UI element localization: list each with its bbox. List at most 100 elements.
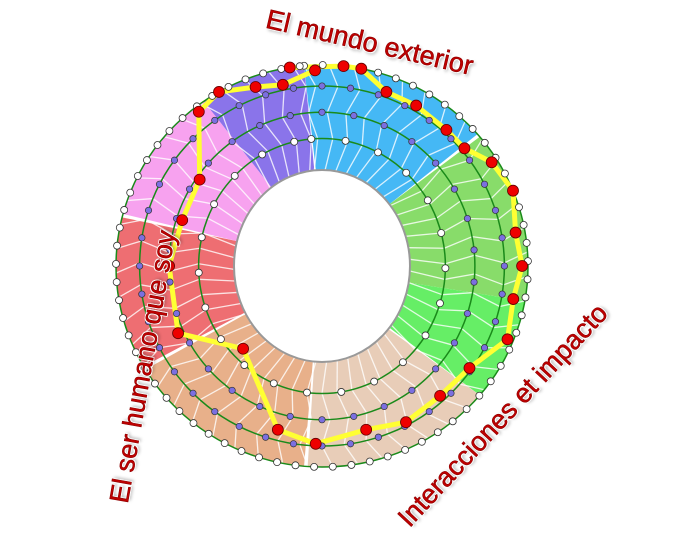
outer-node [311, 463, 318, 470]
outer-node [441, 101, 448, 108]
purple-node [319, 417, 325, 423]
purple-node [375, 434, 381, 440]
outer-node [296, 63, 303, 70]
inner-node [422, 332, 429, 339]
purple-node [347, 85, 353, 91]
outer-node [113, 279, 120, 286]
outer-node [366, 458, 373, 465]
purple-node [451, 186, 457, 192]
purple-node [186, 340, 192, 346]
outer-node [125, 332, 132, 339]
purple-node [236, 102, 242, 108]
outer-node [518, 312, 525, 319]
red-node [272, 424, 283, 435]
outer-node [384, 453, 391, 460]
purple-node [171, 157, 177, 163]
inner-node [241, 362, 248, 369]
red-node [400, 417, 411, 428]
outer-node [225, 83, 232, 90]
outer-node [497, 362, 504, 369]
outer-node [143, 157, 150, 164]
inner-node [195, 269, 202, 276]
purple-node [136, 263, 142, 269]
outer-node [127, 189, 134, 196]
inner-node [442, 265, 449, 272]
outer-node [402, 446, 409, 453]
purple-node [432, 366, 438, 372]
purple-node [381, 122, 387, 128]
purple-node [426, 408, 432, 414]
purple-node [471, 247, 477, 253]
red-node [284, 62, 295, 73]
red-node [510, 227, 521, 238]
red-node [459, 143, 470, 154]
outer-node [426, 91, 433, 98]
purple-node [229, 138, 235, 144]
inner-node [211, 201, 218, 208]
inner-node [342, 137, 349, 144]
outer-node [114, 242, 121, 249]
purple-node [471, 279, 477, 285]
purple-node [190, 390, 196, 396]
red-node [173, 328, 184, 339]
red-node [507, 185, 518, 196]
red-node [177, 215, 188, 226]
purple-node [492, 318, 498, 324]
purple-node [236, 423, 242, 429]
outer-node [409, 82, 416, 89]
purple-node [290, 85, 296, 91]
inner-node [231, 172, 238, 179]
red-node [411, 100, 422, 111]
purple-node [212, 408, 218, 414]
inner-node [308, 135, 315, 142]
red-node [356, 63, 367, 74]
purple-node [448, 136, 454, 142]
purple-node [145, 207, 151, 213]
outer-node [515, 204, 522, 211]
outer-node [463, 406, 470, 413]
red-node [381, 86, 392, 97]
red-node [193, 106, 204, 117]
red-node [238, 343, 249, 354]
purple-node [351, 413, 357, 419]
outer-node [375, 69, 382, 76]
outer-node [274, 459, 281, 466]
inner-node [198, 234, 205, 241]
purple-node [409, 387, 415, 393]
purple-node [287, 112, 293, 118]
purple-node [466, 157, 472, 163]
outer-node [134, 173, 141, 180]
mesh-line [292, 390, 293, 417]
outer-node [487, 378, 494, 385]
inner-node [270, 380, 277, 387]
outer-node [120, 315, 127, 322]
purple-node [212, 117, 218, 123]
outer-node [469, 125, 476, 132]
red-node [486, 157, 497, 168]
outer-node [278, 65, 285, 72]
purple-node [173, 310, 179, 316]
purple-node [257, 403, 263, 409]
purple-node [351, 112, 357, 118]
purple-node [262, 92, 268, 98]
purple-node [409, 138, 415, 144]
outer-node [163, 394, 170, 401]
outer-node [116, 224, 123, 231]
outer-node [113, 260, 120, 267]
outer-node [523, 239, 530, 246]
inner-node [399, 359, 406, 366]
purple-node [501, 263, 507, 269]
purple-node [287, 413, 293, 419]
outer-node [242, 76, 249, 83]
purple-node [319, 109, 325, 115]
inner-node [424, 197, 431, 204]
outer-node [501, 170, 508, 177]
outer-node [154, 142, 161, 149]
red-node [214, 86, 225, 97]
outer-node [238, 448, 245, 455]
outer-node [329, 463, 336, 470]
purple-node [171, 369, 177, 375]
inner-hole [234, 170, 410, 362]
inner-node [338, 388, 345, 395]
outer-node [260, 70, 267, 77]
